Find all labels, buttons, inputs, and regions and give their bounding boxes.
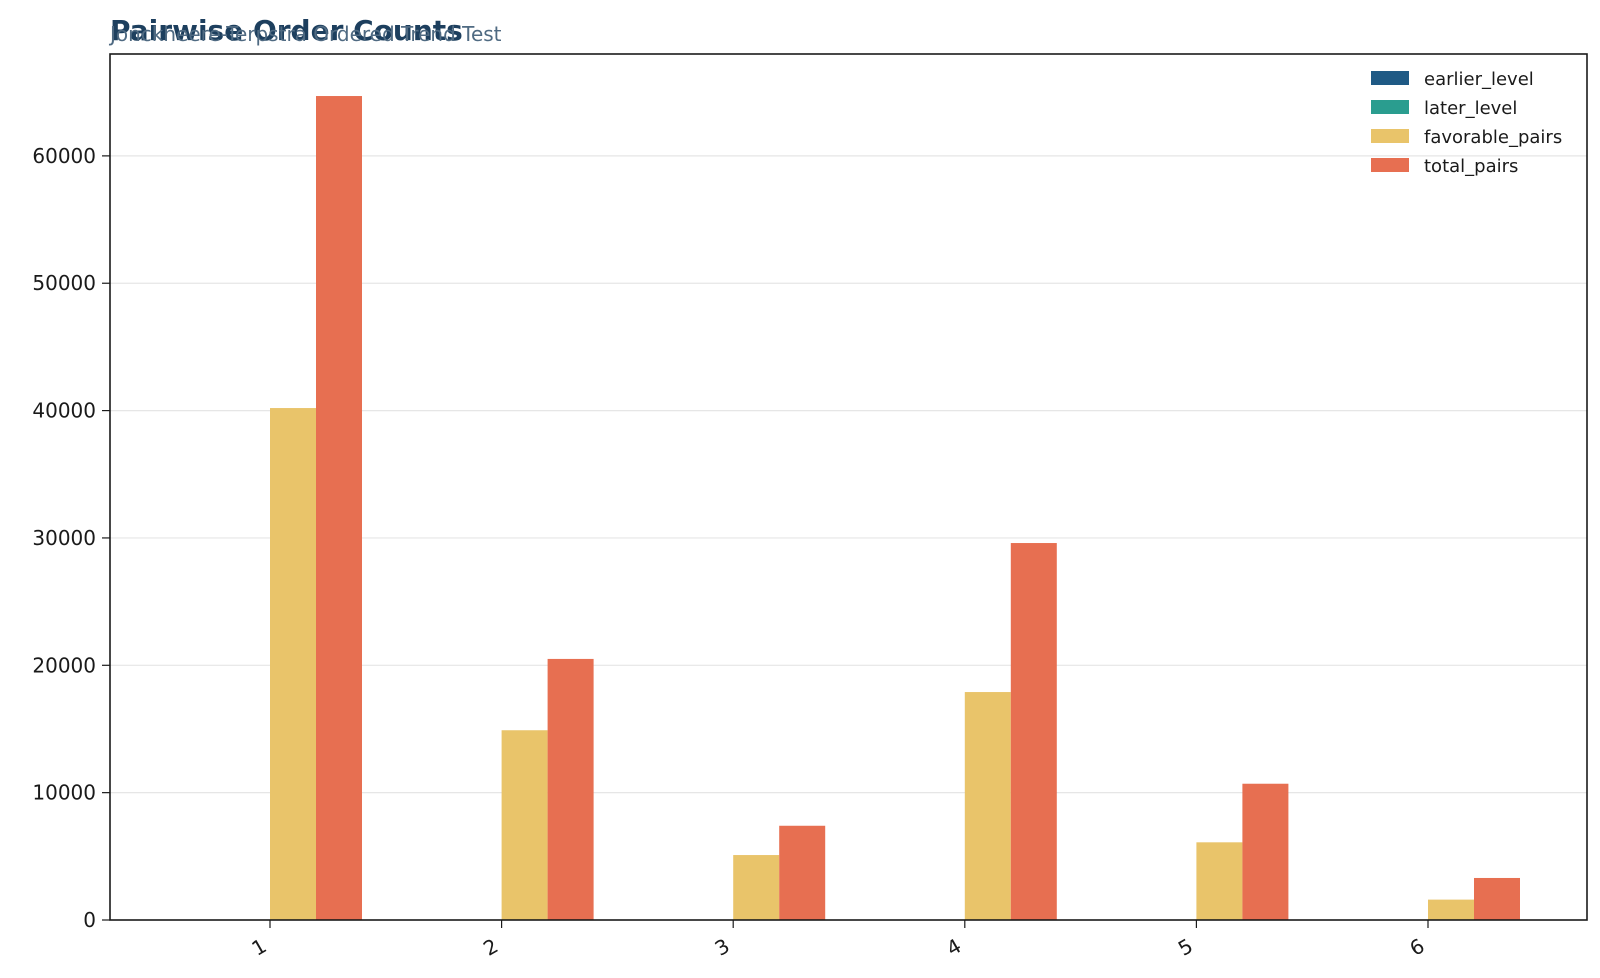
- x-tick-label: 4: [942, 934, 965, 961]
- chart-title: Pairwise Order Counts: [110, 14, 463, 47]
- bar-total_pairs-1: [316, 96, 362, 920]
- y-tick-label: 20000: [32, 653, 96, 677]
- legend-label: total_pairs: [1424, 156, 1518, 177]
- plot-frame: [109, 53, 1588, 921]
- bar-total_pairs-3: [779, 825, 826, 920]
- legend: earlier_level later_level favorable_pairst…: [1371, 69, 1562, 177]
- x-tick-label: 1: [247, 934, 270, 961]
- bar-favorable_pairs-1: [270, 408, 316, 920]
- x-tick-label: 3: [711, 934, 734, 961]
- y-tick-label: 40000: [32, 399, 96, 423]
- y-tick-label: 10000: [32, 781, 96, 805]
- legend-swatch-total_pairs: [1371, 158, 1409, 172]
- x-tick-label: 6: [1405, 934, 1428, 961]
- x-tick-label: 2: [479, 934, 502, 961]
- legend-swatch-favorable_pairs: [1371, 129, 1409, 143]
- x-tick-label: 5: [1174, 934, 1197, 961]
- bar-favorable_pairs-4: [964, 692, 1011, 920]
- y-axis: 0 10000 20000 30000 40000 50000 60000: [32, 144, 110, 932]
- bar-total_pairs-4: [1010, 543, 1057, 920]
- bar-favorable_pairs-3: [733, 855, 780, 920]
- y-tick-label: 60000: [32, 144, 96, 168]
- chart-subtitle: Jonckheere-Terpstra Ordered Trend Test: [108, 22, 502, 46]
- legend-swatch-later_level: [1371, 100, 1409, 114]
- bars: [270, 96, 1520, 920]
- bar-total_pairs-2: [547, 658, 594, 920]
- x-axis: 1 2 3 4 5 6: [247, 920, 1429, 961]
- legend-label: favorable_pairs: [1424, 127, 1562, 148]
- y-tick-label: 50000: [32, 271, 96, 295]
- y-tick-label: 30000: [32, 526, 96, 550]
- legend-swatch-earlier_level: [1371, 71, 1409, 85]
- legend-label: later_level: [1424, 98, 1517, 119]
- legend-label: earlier_level: [1424, 69, 1534, 90]
- bar-favorable_pairs-5: [1196, 842, 1243, 920]
- bar-total_pairs-5: [1242, 783, 1289, 920]
- bar-favorable_pairs-2: [501, 730, 548, 920]
- y-tick-label: 0: [83, 908, 96, 932]
- bar-favorable_pairs-6: [1428, 899, 1474, 920]
- bar-total_pairs-6: [1474, 877, 1520, 920]
